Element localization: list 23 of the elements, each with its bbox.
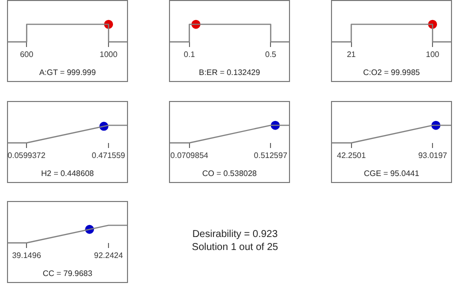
x-tick-label: 42.2501	[336, 150, 366, 160]
x-tick-label: 0.5	[265, 50, 277, 59]
x-axis-title: H2 = 0.448608	[40, 168, 95, 180]
x-tick-label: 0.0599372	[8, 150, 46, 160]
x-tick-label: 600	[20, 50, 34, 59]
x-tick-label: 0.1	[184, 50, 196, 59]
x-tick-label: 0.471559	[92, 150, 126, 160]
x-axis-title: C:O2 = 99.9985	[362, 67, 421, 79]
text: Desirability = 0.923	[191, 228, 279, 241]
x-axis-title: CO = 0.538028	[201, 168, 258, 180]
x-tick-label: 1000	[100, 50, 118, 59]
x-axis-title: A:GT = 999.999	[38, 67, 97, 79]
x-axis-title: CC = 79.9683	[42, 268, 94, 280]
x-tick-label: 39.1496	[12, 250, 42, 260]
x-tick-label: 0.512597	[254, 150, 288, 160]
x-axis-title: CGE = 95.0441	[362, 168, 420, 180]
x-tick-label: 21	[346, 50, 356, 59]
x-tick-label: 93.0197	[418, 150, 448, 160]
x-axis-title: B:ER = 0.132429	[198, 67, 262, 79]
x-tick-label: 92.2424	[94, 250, 124, 260]
x-tick-label: 100	[426, 50, 440, 59]
x-tick-label: 0.0709854	[170, 150, 209, 160]
text: Solution 1 out of 25	[190, 241, 280, 254]
